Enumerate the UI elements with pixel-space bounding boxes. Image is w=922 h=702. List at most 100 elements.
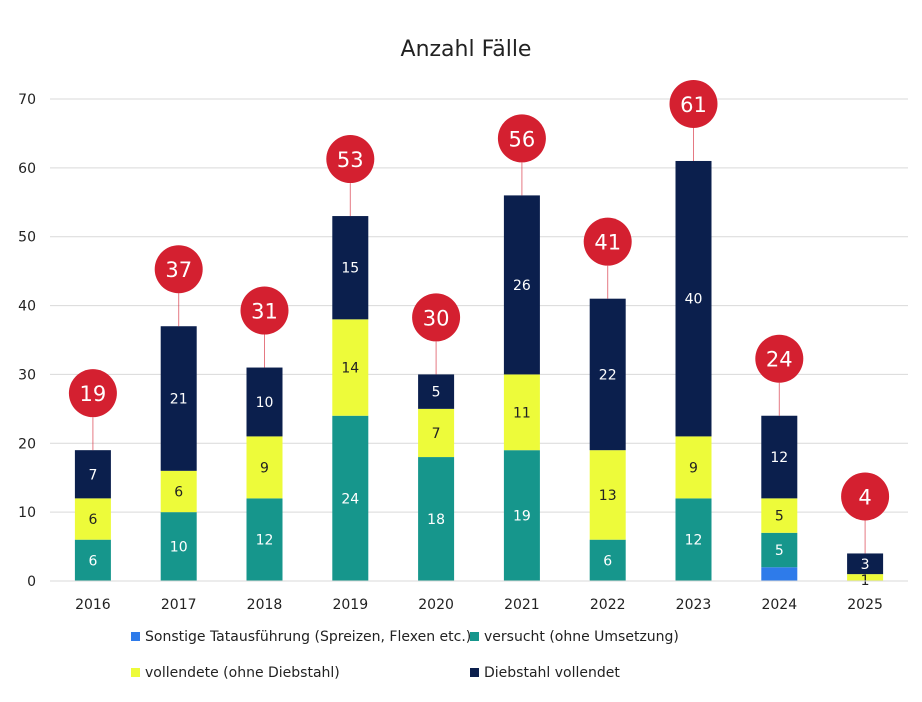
bar-segment-label: 7 — [432, 426, 441, 442]
total-bubble — [154, 245, 203, 294]
bar-segment — [589, 539, 626, 581]
legend-label: versucht (ohne Umsetzung) — [484, 629, 679, 645]
bar-segment-label: 15 — [341, 261, 359, 277]
x-tick-label: 2021 — [504, 597, 540, 613]
x-tick-label: 2018 — [247, 597, 283, 613]
bar-segment — [418, 408, 455, 458]
x-axis-ticks: 2016 2017 2018 2019 2020 2021 2022 2023 2024 2025 — [75, 597, 883, 613]
bar-segment-label: 6 — [88, 512, 97, 528]
total-bubble — [669, 79, 718, 128]
bar-segment-label: 10 — [256, 395, 274, 411]
x-tick-label: 2016 — [75, 597, 111, 613]
bar-segment — [503, 450, 540, 581]
bar-segment — [418, 374, 455, 409]
total-bubble — [68, 369, 117, 418]
total-bubble-label: 37 — [165, 258, 192, 282]
bar-segment — [761, 532, 798, 568]
bar-segment-label: 6 — [603, 553, 612, 569]
bar-segment-label: 7 — [88, 467, 97, 483]
bar-segment-label: 18 — [427, 512, 445, 528]
x-tick-label: 2022 — [590, 597, 626, 613]
chart-title: Anzahl Fälle — [401, 37, 532, 62]
y-tick-label: 20 — [18, 436, 36, 452]
bar-segment-label: 10 — [170, 540, 188, 556]
bar-segment — [74, 539, 111, 581]
bar-segment — [761, 415, 798, 499]
bar-segment — [332, 319, 369, 416]
legend-swatch — [470, 632, 479, 641]
bar-segment-label: 26 — [513, 278, 531, 294]
segment-labels: 6 6 7 10 6 21 12 9 10 24 14 15 18 7 5 19 11 26 6 13 22 12 9 40 5… — [88, 261, 869, 589]
total-bubble-label: 53 — [337, 148, 364, 172]
bar-segment — [761, 498, 798, 533]
bar-segment — [675, 436, 712, 499]
bar-segment-label: 6 — [88, 553, 97, 569]
legend-swatch — [470, 668, 479, 677]
total-bubble — [326, 135, 375, 184]
legend-swatch — [131, 632, 140, 641]
bar-segment — [847, 553, 884, 575]
x-tick-label: 2020 — [418, 597, 454, 613]
bar-segment — [503, 195, 540, 375]
total-bubble-label: 24 — [766, 348, 793, 372]
y-tick-label: 0 — [27, 574, 36, 590]
bar-segment — [160, 326, 197, 471]
bar-segment — [589, 298, 626, 451]
x-tick-label: 2025 — [847, 597, 883, 613]
bar-segment-label: 21 — [170, 392, 188, 408]
bars — [74, 160, 884, 581]
bar-segment-label: 24 — [341, 491, 359, 507]
bar-segment-label: 19 — [513, 509, 531, 525]
bar-segment — [418, 457, 455, 581]
bar-segment-label: 12 — [256, 533, 274, 549]
total-bubble-label: 61 — [680, 93, 707, 117]
total-bubble-label: 4 — [858, 485, 871, 509]
bar-segment — [246, 367, 283, 437]
x-tick-label: 2019 — [332, 597, 368, 613]
legend: Sonstige Tatausführung (Spreizen, Flexen… — [131, 629, 679, 681]
total-bubble-label: 41 — [594, 231, 621, 255]
bar-segment — [160, 470, 197, 513]
bar-segment-label: 40 — [685, 292, 703, 308]
bar-segment-label: 3 — [861, 557, 870, 573]
y-tick-label: 40 — [18, 299, 36, 315]
bar-segment-label: 5 — [775, 543, 784, 559]
legend-swatch — [131, 668, 140, 677]
total-bubble-label: 30 — [423, 306, 450, 330]
bar-segment — [503, 374, 540, 451]
bar-segment — [332, 216, 369, 320]
y-tick-label: 50 — [18, 230, 36, 246]
bar-segment-label: 5 — [432, 385, 441, 401]
total-bubble — [240, 286, 289, 335]
y-tick-label: 70 — [18, 92, 36, 108]
x-tick-label: 2023 — [676, 597, 712, 613]
bar-segment-label: 12 — [770, 450, 788, 466]
bar-segment-label: 6 — [174, 484, 183, 500]
x-tick-label: 2024 — [761, 597, 797, 613]
legend-label: Diebstahl vollendet — [484, 665, 620, 681]
y-tick-label: 30 — [18, 367, 36, 383]
total-bubble — [841, 472, 890, 521]
total-bubbles: 19 37 31 53 30 5 6 41 61 24 4 — [68, 79, 890, 554]
legend-label: Sonstige Tatausführung (Spreizen, Flexen… — [145, 629, 471, 645]
bar-segment-label: 13 — [599, 488, 617, 504]
bar-segment-label: 14 — [341, 361, 359, 377]
bar-segment-label: 12 — [685, 533, 703, 549]
y-tick-label: 60 — [18, 161, 36, 177]
bar-segment — [675, 498, 712, 581]
bar-segment-label: 5 — [775, 509, 784, 525]
bar-segment — [74, 498, 111, 540]
y-tick-label: 10 — [18, 505, 36, 521]
bar-segment-label: 11 — [513, 405, 531, 421]
bar-segment — [761, 567, 798, 581]
bar-segment — [160, 512, 197, 581]
total-bubble — [755, 334, 804, 383]
total-bubble-label: 31 — [251, 300, 278, 324]
bar-segment — [675, 160, 712, 437]
bar-segment — [246, 436, 283, 499]
y-axis-ticks: 0 10 20 30 40 50 60 70 — [18, 92, 36, 590]
bar-segment — [246, 498, 283, 581]
total-bubble — [497, 114, 546, 163]
bar-segment-label: 22 — [599, 367, 617, 383]
